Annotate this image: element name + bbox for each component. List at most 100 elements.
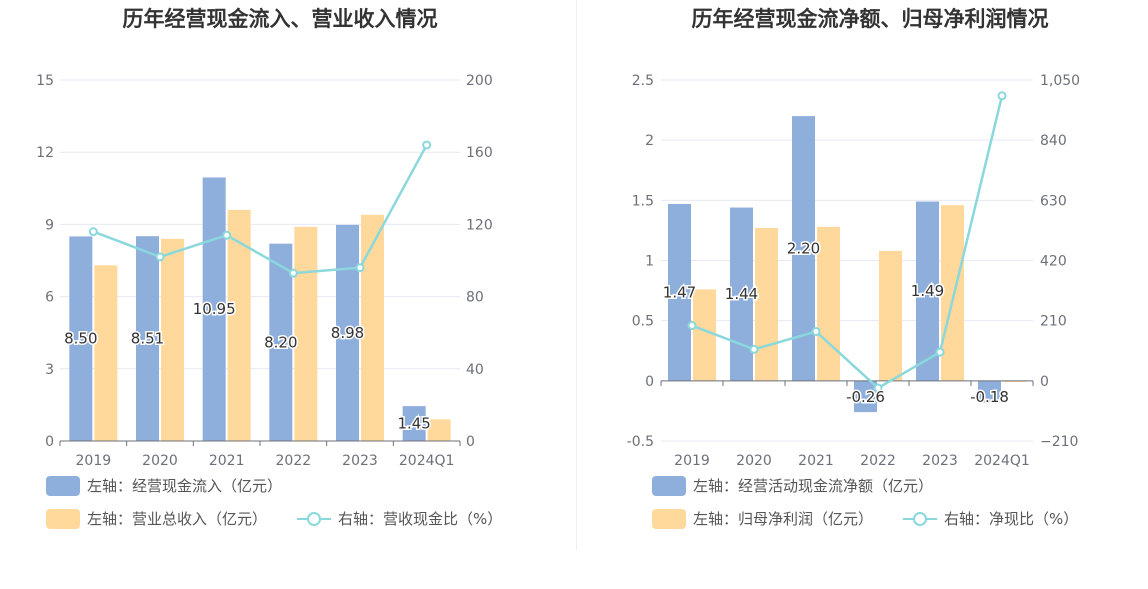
ratio-point [811,327,821,337]
bar-data-label: 8.98 [331,324,364,342]
legend-label: 右轴：营收现金比（%） [338,510,502,528]
bar-data-label: 8.50 [64,330,97,348]
primary-bar [269,243,293,441]
secondary-bar [693,289,716,381]
chart-title: 历年经营现金流净额、归母净利润情况 [692,7,1049,31]
secondary-bar [227,209,251,441]
panel-divider [576,0,577,550]
ratio-point [422,140,432,150]
left-axis-tick-label: 0.5 [632,314,654,330]
primary-bar [854,380,877,413]
left-axis-tick-label: 0 [645,374,654,390]
legend-swatch-primary[interactable] [46,476,80,496]
x-axis-category-label: 2022 [276,453,312,469]
x-axis-category-label: 2021 [798,453,834,469]
x-axis-category-label: 2020 [142,453,178,469]
left-axis-tick-label: 12 [36,145,54,161]
left-axis-tick-label: 1.5 [632,193,654,209]
left-axis-tick-label: 9 [45,217,54,233]
bar-data-label: 1.45 [397,415,430,433]
legend-line-marker[interactable] [307,512,321,526]
secondary-bar [294,226,318,441]
right-axis-tick-label: 200 [466,73,493,89]
legend-swatch-secondary[interactable] [46,509,80,529]
x-axis-category-label: 2021 [209,453,245,469]
x-axis-category-label: 2019 [674,453,710,469]
secondary-bar [94,265,118,441]
primary-bar [136,236,159,441]
primary-bar [730,207,753,381]
left-axis-tick-label: 2.5 [632,73,654,89]
bar-data-label: 8.51 [131,330,164,348]
ratio-point [873,383,883,393]
ratio-point [222,230,232,240]
right-axis-tick-label: 0 [1040,374,1049,390]
right-axis-tick-label: 630 [1040,193,1067,209]
secondary-bar [879,250,902,381]
secondary-bar [755,228,778,381]
right-axis-tick-label: 80 [466,290,484,306]
legend-label: 左轴：经营活动现金流净额（亿元） [693,477,933,495]
primary-bar [978,380,1001,403]
secondary-bar [817,226,840,381]
left-axis-tick-label: 6 [45,290,54,306]
ratio-point [935,347,945,357]
left-axis-tick-label: 3 [45,362,54,378]
x-axis-category-label: 2019 [76,453,112,469]
ratio-point [997,91,1007,101]
bar-data-label: -0.18 [970,388,1009,406]
x-axis-category-label: 2022 [860,453,896,469]
bar-data-label: 1.44 [725,285,758,303]
secondary-bar [1003,380,1026,383]
ratio-point [288,268,298,278]
left-axis-tick-label: -0.5 [627,434,654,450]
left-axis-tick-label: 15 [36,73,54,89]
ratio-point [88,227,98,237]
bar-data-label: 10.95 [193,300,236,318]
ratio-line [691,95,1004,390]
secondary-bar [361,214,384,441]
left-axis-tick-label: 2 [645,133,654,149]
x-axis-category-label: 2024Q1 [974,453,1030,469]
ratio-point [355,263,365,273]
legend-swatch-primary[interactable] [652,476,686,496]
left-axis-tick-label: 0 [45,434,54,450]
right-axis-tick-label: 160 [466,145,493,161]
x-axis-category-label: 2020 [736,453,772,469]
bar-data-label: 2.20 [787,239,820,257]
secondary-bar [427,419,451,441]
right-axis-tick-label: 420 [1040,254,1067,270]
bar-data-label: 8.20 [264,333,297,351]
bar-data-label: 1.47 [663,283,696,301]
legend-label: 左轴：营业总收入（亿元） [87,510,267,528]
secondary-bar [161,238,184,441]
ratio-point [749,344,759,354]
x-axis-category-label: 2023 [342,453,378,469]
legend-label: 右轴：净现比（%） [944,510,1078,528]
right-axis-tick-label: 40 [466,362,484,378]
primary-bar [336,224,359,441]
primary-bar [402,406,426,441]
legend-label: 左轴：经营现金流入（亿元） [87,477,282,495]
legend-line-marker[interactable] [913,512,927,526]
right-axis-tick-label: −210 [1040,434,1078,450]
right-axis-tick-label: 0 [466,434,475,450]
primary-bar [668,203,691,381]
right-axis-tick-label: 1,050 [1040,73,1080,89]
bar-data-label: -0.26 [846,388,885,406]
x-axis-category-label: 2024Q1 [399,453,455,469]
secondary-bar [941,205,964,381]
x-axis-category-label: 2023 [922,453,958,469]
ratio-line [92,144,428,275]
legend-swatch-secondary[interactable] [652,509,686,529]
left-axis-tick-label: 1 [645,254,654,270]
primary-bar [202,177,226,441]
primary-bar [916,201,939,381]
ratio-point [155,252,165,262]
ratio-point [687,321,697,331]
right-axis-tick-label: 210 [1040,314,1067,330]
bar-data-label: 1.49 [911,282,944,300]
primary-bar [69,236,93,441]
